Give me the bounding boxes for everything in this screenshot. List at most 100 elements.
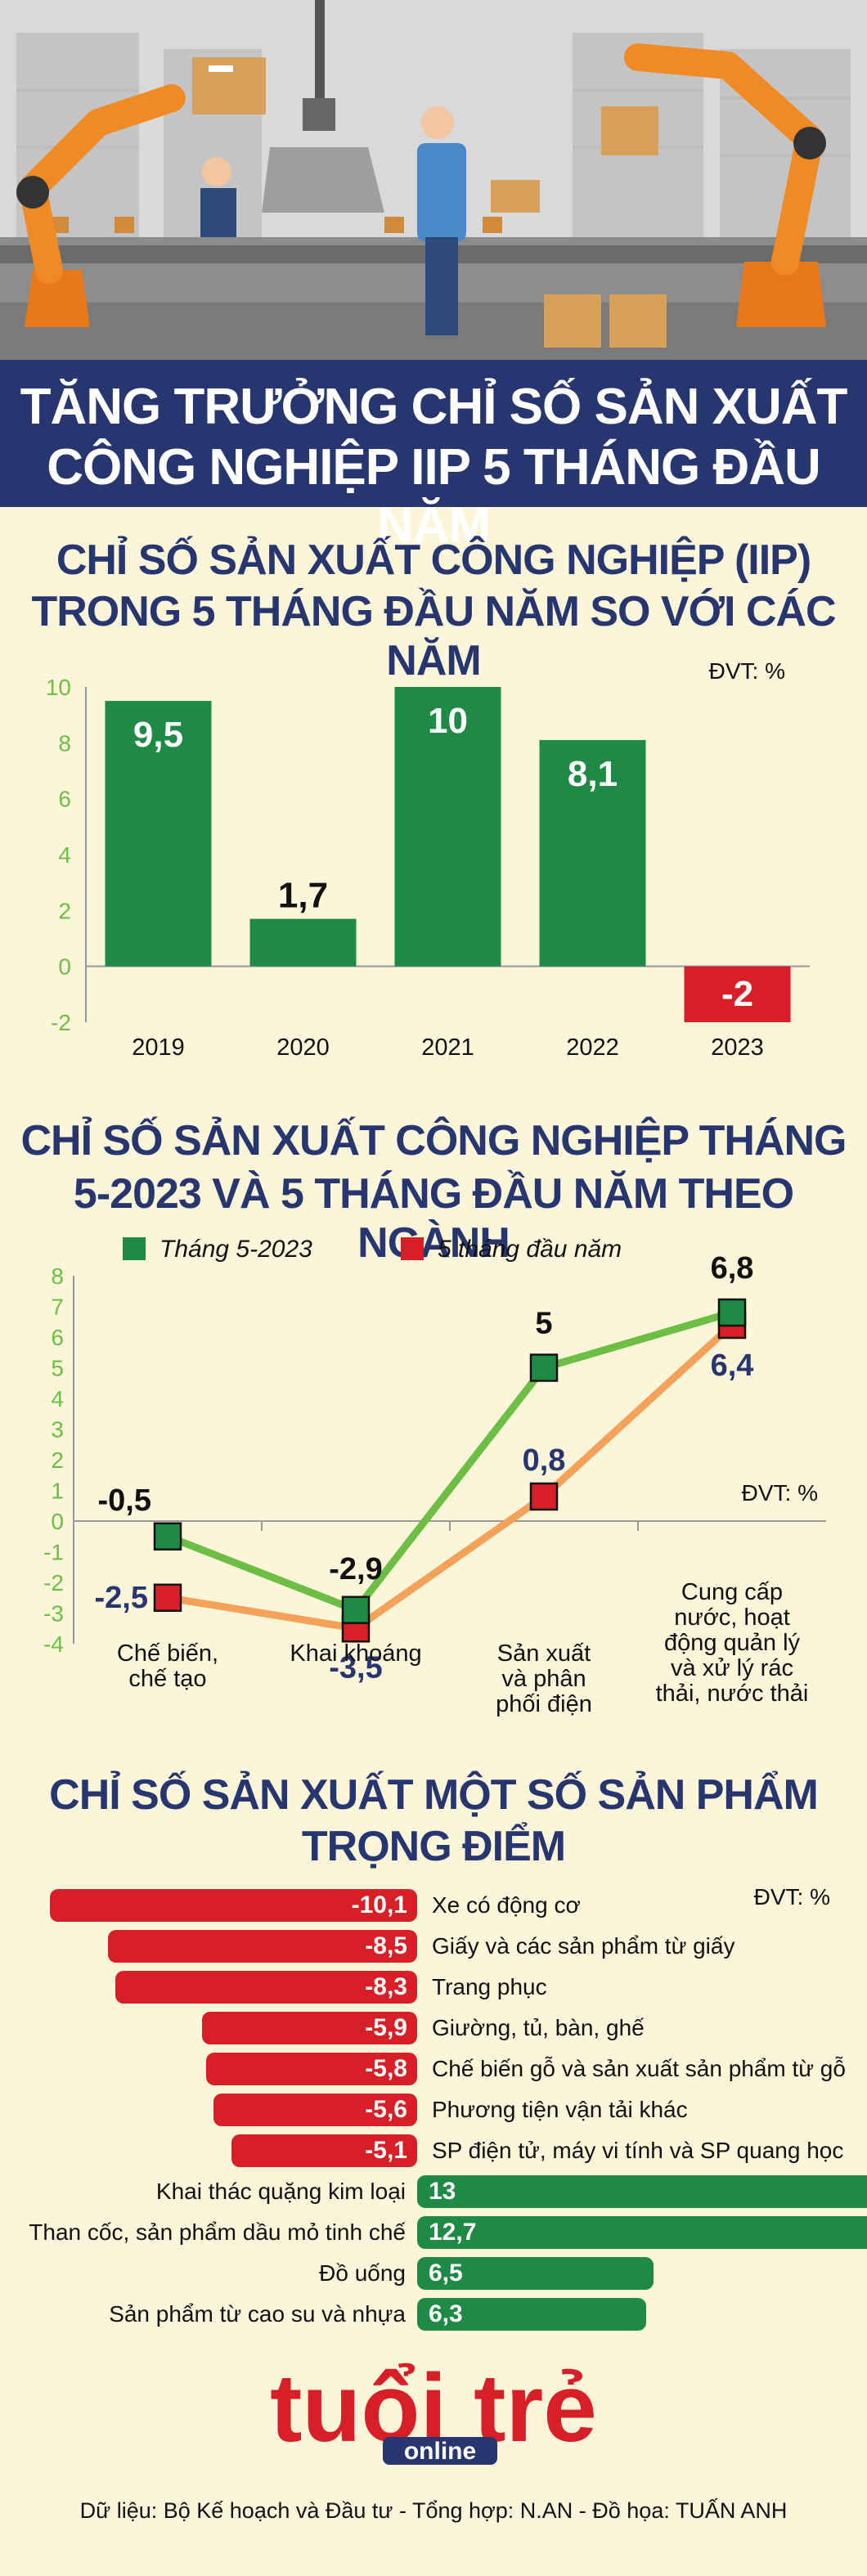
chart3-row: -8,3 Trang phục [0, 1971, 867, 2005]
chart3-bar [107, 1930, 417, 1963]
chart3-value-label: -8,5 [365, 1932, 407, 1959]
chart1-bar-value-label: 9,5 [133, 715, 183, 755]
chart2-category-label: động quản lý [664, 1630, 801, 1656]
chart2-y-tick-label: 4 [51, 1386, 64, 1411]
chart3-category-label: Đồ uống [319, 2260, 406, 2286]
series-marker [529, 1353, 559, 1382]
chart2-category-label: thải, nước thải [656, 1681, 809, 1707]
series-marker [153, 1522, 182, 1551]
chart1-bar-value-label: 8,1 [568, 754, 618, 794]
section3-title-line1: CHỈ SỐ SẢN XUẤT MỘT SỐ SẢN PHẨM [49, 1771, 819, 1819]
chart3-row: -5,8 Chế biến gỗ và sản xuất sản phẩm từ … [0, 2053, 867, 2087]
chart2-y-tick-label: 2 [51, 1447, 64, 1473]
chart1-y-tick-label: 4 [58, 842, 71, 868]
chart3-bar [417, 2298, 647, 2331]
chart2-y-tick-label: 1 [51, 1479, 64, 1504]
chart1-y-tick-label: 8 [58, 730, 71, 756]
chart2-y-tick-label: 5 [51, 1356, 64, 1381]
chart3-value-label: -8,3 [365, 1973, 407, 2000]
series-value-label: -0,5 [98, 1483, 151, 1518]
worker-icon [200, 106, 540, 335]
chart2-y-tick-label: 6 [51, 1325, 64, 1350]
source-credit: Dữ liệu: Bộ Kế hoạch và Đầu tư - Tổng hợ… [79, 2498, 788, 2523]
chart3-row: -5,1 SP điện tử, máy vi tính và SP quang … [0, 2134, 867, 2169]
chart2-category-label: chế tạo [128, 1666, 206, 1692]
chart2-y-tick-label: -2 [43, 1570, 64, 1595]
chart1-x-tick-label: 2020 [276, 1034, 330, 1061]
chart3-category-label: Xe có động cơ [432, 1892, 581, 1918]
robot-arm-right-icon [544, 43, 826, 348]
series-value-label: 6,8 [711, 1251, 754, 1286]
section3-title-line2: TRỌNG ĐIỂM [301, 1823, 566, 1870]
logo-sub-text: online [404, 2438, 476, 2465]
section2-title-line2: 5-2023 VÀ 5 THÁNG ĐẦU NĂM THEO NGÀNH [73, 1170, 794, 1267]
section1-title-line2: TRONG 5 THÁNG ĐẦU NĂM SO VỚI CÁC NĂM [31, 588, 836, 684]
main-title-line2: CÔNG NGHIỆP IIP 5 THÁNG ĐẦU NĂM [47, 439, 821, 554]
chart1-x-tick-label: 2021 [421, 1034, 474, 1061]
series-value-label: 6,4 [711, 1349, 754, 1383]
chart3-value-label: 13 [429, 2178, 456, 2205]
chart1-unit-label: ĐVT: % [709, 658, 785, 684]
main-title-line1: TĂNG TRƯỞNG CHỈ SỐ SẢN XUẤT [20, 379, 848, 435]
factory-illustration [0, 0, 867, 360]
chart2-y-tick-label: 8 [51, 1263, 64, 1289]
chart3-value-label: 6,3 [429, 2300, 463, 2327]
series-value-label: 5 [535, 1307, 552, 1341]
chart1-y-tick-label: 10 [46, 675, 71, 700]
chart3-bar [417, 2175, 867, 2208]
chart3-row: -5,6 Phương tiện vận tải khác [0, 2094, 867, 2128]
chart1-bar [249, 918, 357, 967]
chart3-row: 12,7 Than cốc, sản phẩm dầu mỏ tinh chế [0, 2216, 867, 2251]
chart1-y-tick-label: 2 [58, 898, 71, 923]
chart1-x-tick-label: 2019 [132, 1034, 185, 1061]
chart1-bar-value-label: 1,7 [278, 876, 328, 916]
chart3-unit-label: ĐVT: % [753, 1884, 830, 1910]
chart2-category-label: Khai khoáng [290, 1640, 421, 1667]
chart3-category-label: SP điện tử, máy vi tính và SP quang học [432, 2138, 844, 2163]
chart3-category-label: Giường, tủ, bàn, ghế [432, 2015, 645, 2040]
chart3-category-label: Phương tiện vận tải khác [432, 2097, 688, 2122]
chart3-value-label: 6,5 [429, 2260, 463, 2287]
chart1-y-tick-label: 0 [58, 954, 71, 980]
chart2-y-tick-label: -1 [43, 1540, 64, 1565]
legend-label: 5 tháng đầu năm [438, 1236, 622, 1263]
section1-title-line1: CHỈ SỐ SẢN XUẤT CÔNG NGHIỆP (IIP) [56, 536, 811, 584]
chart3-category-label: Khai thác quặng kim loại [155, 2179, 406, 2204]
chart1-x-tick-label: 2023 [711, 1034, 764, 1061]
series-marker [529, 1482, 559, 1511]
chart1-x-tick-label: 2022 [566, 1034, 619, 1061]
chart3-category-label: Giấy và các sản phẩm từ giấy [432, 1933, 735, 1959]
chart3-row: -5,9 Giường, tủ, bàn, ghế [0, 2012, 867, 2046]
chart3-category-label: Sản phẩm từ cao su và nhựa [109, 2301, 406, 2327]
chart2-category-label: Sản xuất [497, 1640, 591, 1667]
section2-title-line1: CHỈ SỐ SẢN XUẤT CÔNG NGHIỆP THÁNG [20, 1117, 847, 1165]
chart1-y-tick-label: -2 [51, 1010, 71, 1035]
chart3-bar [231, 2134, 417, 2167]
chart1-bar-value-label: -2 [721, 974, 753, 1014]
chart1-bar-value-label: 10 [428, 701, 468, 741]
series-value-label: -2,5 [95, 1581, 148, 1615]
chart3-category-label: Than cốc, sản phẩm dầu mỏ tinh chế [29, 2219, 406, 2245]
chart2-unit-label: ĐVT: % [742, 1480, 818, 1506]
chart3-value-label: -5,1 [365, 2137, 407, 2164]
chart3-value-label: -5,6 [365, 2096, 407, 2123]
series-line [167, 1322, 735, 1632]
title-banner: TĂNG TRƯỞNG CHỈ SỐ SẢN XUẤT CÔNG NGHIỆP … [0, 360, 867, 554]
chart2-category-label: nước, hoạt [674, 1604, 790, 1631]
chart3-row: 6,5 Đồ uống [0, 2257, 867, 2291]
chart1-y-tick-label: 6 [58, 787, 71, 812]
chart3-category-label: Chế biến gỗ và sản xuất sản phẩm từ gỗ [432, 2056, 846, 2081]
series-marker [341, 1595, 371, 1624]
chart2-y-tick-label: 0 [51, 1509, 64, 1534]
chart3-bar [417, 2257, 654, 2290]
legend-swatch [401, 1237, 424, 1260]
legend-swatch [123, 1237, 146, 1260]
chart3-bar [202, 2012, 417, 2044]
chart1-bar [394, 687, 501, 967]
series-value-label: 0,8 [523, 1443, 566, 1478]
chart3-bar [417, 2216, 867, 2249]
chart2-category-label: phối điện [496, 1691, 592, 1717]
chart3-row: 13 Khai thác quặng kim loại [0, 2175, 867, 2210]
chart2-y-tick-label: -4 [43, 1631, 64, 1657]
chart3-bar [205, 2053, 417, 2085]
